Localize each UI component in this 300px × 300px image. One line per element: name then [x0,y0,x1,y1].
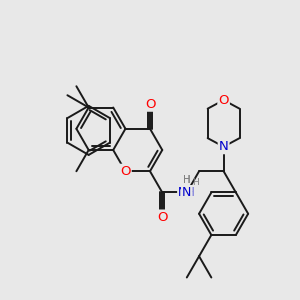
Text: O: O [145,98,155,111]
Text: H: H [183,175,190,185]
Text: N: N [182,186,191,199]
Text: N: N [219,140,229,153]
Text: O: O [218,94,229,106]
Text: O: O [120,165,131,178]
Text: O: O [157,211,167,224]
Text: H: H [192,178,199,187]
Text: NH: NH [178,186,196,199]
Text: N: N [182,186,191,199]
Text: H: H [183,175,191,184]
